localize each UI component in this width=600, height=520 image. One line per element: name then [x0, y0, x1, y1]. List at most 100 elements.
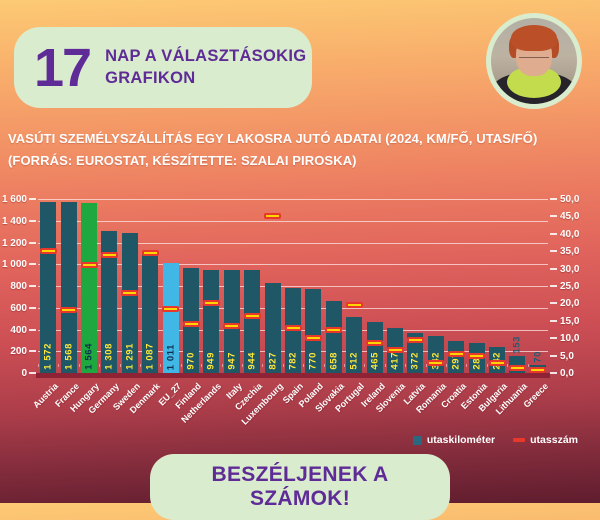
x-axis-tick — [425, 364, 427, 367]
bar-value-label: 153 — [511, 335, 523, 354]
y-axis-tick-left — [29, 306, 36, 309]
bar-value-label: 1 564 — [83, 343, 95, 370]
y-axis-label-right: 25,0 — [560, 281, 580, 292]
x-axis-tick — [384, 364, 386, 367]
y-axis-label-left: 400 — [10, 324, 27, 336]
y-axis-tick-right — [550, 250, 557, 253]
x-axis-tick — [78, 364, 80, 367]
bar-austria: 1 572 — [40, 202, 57, 373]
y-axis-label-right: 30,0 — [560, 263, 580, 275]
bar-value-label: 1 308 — [103, 343, 115, 370]
bar-chart: 0 200 400 600 800 1 000 1 200 1 400 1 600 1 572 1… — [0, 185, 600, 447]
y-axis-label-right: 10,0 — [560, 333, 580, 345]
trip-marker-portugal — [345, 302, 363, 309]
bar-value-label: 658 — [328, 352, 340, 370]
trip-marker-ireland — [366, 340, 384, 347]
y-axis-label-right: 35,0 — [560, 246, 580, 258]
bar-ireland: 465 — [366, 322, 383, 373]
y-axis-tick-right — [550, 372, 557, 374]
chart-legend: utaskilométer utasszám — [412, 434, 578, 446]
x-axis-tick — [38, 364, 39, 367]
bar-finland: 970 — [183, 267, 199, 373]
trip-marker-germany — [100, 251, 118, 258]
gridline — [38, 264, 548, 266]
x-axis-tick — [221, 364, 223, 367]
y-axis-tick-right — [550, 198, 557, 200]
x-axis-tick — [527, 364, 529, 367]
x-axis-tick — [303, 364, 305, 367]
trip-marker-denmark — [141, 249, 159, 256]
trip-marker-slovenia — [386, 347, 404, 354]
y-axis-tick-left — [29, 241, 36, 244]
y-axis-tick-left — [29, 328, 36, 331]
bar-value-label: 417 — [389, 352, 401, 370]
x-axis-tick — [466, 364, 468, 367]
trip-marker-romania — [427, 359, 445, 366]
banner-title-line2: GRAFIKON — [105, 68, 196, 87]
y-axis-label-left: 600 — [10, 302, 27, 314]
trip-marker-hungary — [80, 262, 98, 269]
bar-eu_27: 1 011 — [162, 263, 179, 373]
y-axis-label-right: 20,0 — [560, 298, 580, 310]
bar-denmark: 1 087 — [142, 254, 159, 373]
y-axis-label-left: 1 000 — [1, 259, 27, 271]
legend-label-utasszam: utasszám — [530, 434, 578, 446]
countdown-banner: 17 NAP A VÁLASZTÁSOKIG GRAFIKON — [14, 27, 312, 108]
chart-title: VASÚTI SZEMÉLYSZÁLLÍTÁS EGY LAKOSRA JUTÓ… — [8, 131, 538, 146]
x-axis-tick — [160, 364, 162, 367]
avatar-hair-right — [549, 36, 559, 58]
avatar-glasses — [519, 49, 549, 58]
bar-value-label: 465 — [369, 352, 381, 370]
bar-germany: 1 308 — [101, 230, 118, 373]
trip-marker-austria — [39, 248, 57, 255]
bar-value-label: 949 — [205, 352, 217, 370]
bar-france: 1 568 — [60, 202, 77, 373]
x-axis-tick — [405, 364, 407, 367]
bar-value-label: 827 — [267, 352, 279, 370]
chart-source: (FORRÁS: EUROSTAT, KÉSZÍTETTE: SZALAI PI… — [8, 153, 357, 169]
y-axis-tick-right — [550, 267, 557, 270]
bar-value-label: 770 — [307, 352, 319, 370]
trip-marker-greece — [529, 366, 547, 373]
legend-swatch-utasszam — [513, 438, 526, 442]
y-axis-label-right: 5,0 — [560, 350, 574, 362]
trip-marker-spain — [284, 324, 302, 331]
y-axis-tick-right — [550, 215, 557, 218]
x-axis-tick — [242, 364, 243, 367]
bar-value-label: 512 — [348, 352, 360, 370]
y-axis-tick-right — [550, 232, 557, 235]
y-axis-tick-right — [550, 354, 557, 357]
gridline — [38, 242, 548, 244]
trip-marker-latvia — [406, 336, 424, 343]
trip-marker-bulgaria — [488, 359, 506, 366]
x-axis-tick — [262, 364, 264, 367]
trip-marker-lithuania — [508, 364, 526, 371]
x-axis-baseline — [36, 373, 550, 378]
chart-plot-area: 1 572 1 568 1 564 1 308 1 291 1 087 1 011 970 94… — [36, 199, 550, 378]
bar-poland: 770 — [305, 289, 322, 373]
bar-slovakia: 658 — [325, 301, 342, 373]
trip-marker-luxembourg — [264, 213, 282, 220]
gridline — [38, 199, 548, 200]
x-axis-tick — [344, 364, 345, 367]
legend-swatch-utaskilometer — [412, 435, 422, 445]
y-axis-tick-left — [29, 285, 36, 287]
x-axis-tick — [201, 364, 203, 367]
y-axis-label-left: 1 400 — [1, 215, 27, 227]
legend-item-utaskilometer: utaskilométer — [412, 434, 495, 446]
bar-value-label: 782 — [287, 352, 299, 370]
y-axis-tick-left — [29, 219, 36, 222]
x-axis-tick — [99, 364, 101, 367]
trip-marker-italy — [223, 323, 241, 330]
y-axis-label-right: 0,0 — [560, 368, 574, 379]
y-axis-tick-left — [29, 350, 36, 353]
x-axis-tick — [507, 364, 509, 367]
y-axis-label-right: 50,0 — [560, 194, 580, 205]
y-axis-tick-right — [550, 337, 557, 340]
x-axis-tick — [323, 364, 325, 367]
bar-hungary: 1 564 — [81, 202, 97, 373]
trip-marker-czechia — [243, 312, 261, 319]
slogan-button[interactable]: BESZÉLJENEK A SZÁMOK! — [150, 454, 450, 520]
bar-value-label: 944 — [246, 352, 258, 370]
